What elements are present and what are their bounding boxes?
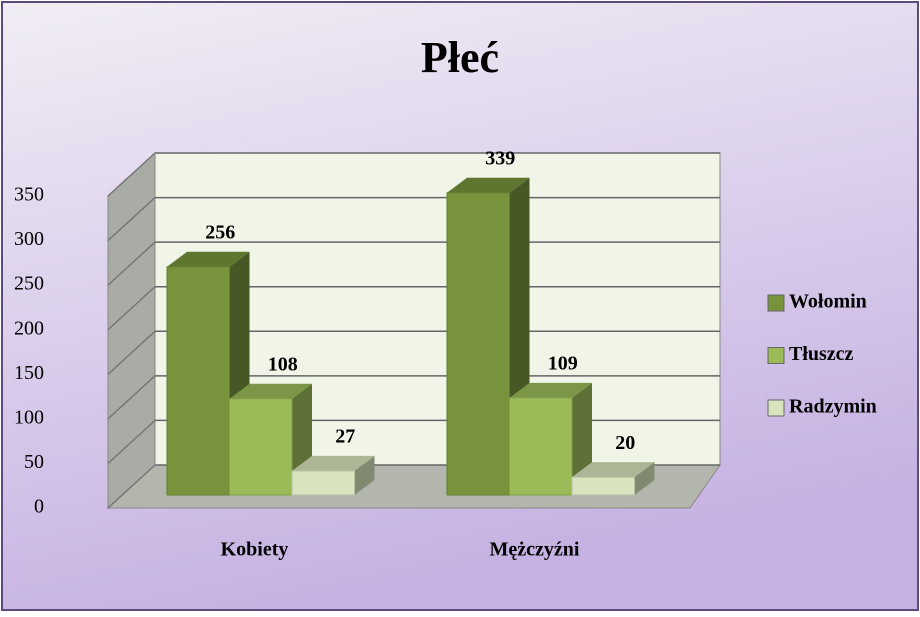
- grid-line-side: [107, 241, 156, 286]
- data-label: 108: [268, 353, 298, 375]
- y-tick-label: 350: [14, 184, 44, 206]
- legend-label: Tłuszcz: [789, 343, 854, 365]
- bar: [229, 398, 293, 496]
- bar: [166, 266, 230, 496]
- bar: [446, 192, 510, 496]
- grid-line-side: [107, 419, 156, 464]
- legend-swatch: [767, 399, 785, 417]
- grid-line-side: [107, 197, 156, 242]
- y-tick-label: 150: [14, 362, 44, 384]
- legend-label: Wołomin: [789, 291, 867, 313]
- grid-line-side: [107, 375, 156, 420]
- bar: [291, 470, 355, 496]
- y-tick-label: 0: [34, 496, 44, 518]
- data-label: 339: [485, 147, 515, 169]
- data-label: 109: [548, 352, 578, 374]
- bar-top: [167, 251, 250, 267]
- y-tick-label: 200: [14, 317, 44, 339]
- bar-side: [354, 455, 375, 495]
- y-tick-label: 250: [14, 273, 44, 295]
- bar-top: [229, 383, 312, 399]
- bar-top: [509, 382, 592, 398]
- grid-line-side: [107, 464, 156, 509]
- bar-top: [572, 462, 655, 478]
- x-tick-label: Kobiety: [221, 539, 289, 561]
- data-label: 256: [205, 221, 235, 243]
- y-tick-label: 50: [24, 451, 44, 473]
- bar: [509, 397, 573, 496]
- chart-title: Płeć: [421, 33, 499, 82]
- plot-area: 0 50 100 150 200 250 300 350 Kobiety 256 108 27 Mężc…: [14, 147, 721, 561]
- data-label: 27: [335, 426, 355, 448]
- grid-line-side: [107, 152, 156, 197]
- legend-swatch: [767, 347, 785, 364]
- bar-side: [634, 462, 655, 495]
- y-tick-label: 100: [14, 406, 44, 428]
- y-tick-label: 300: [14, 228, 44, 250]
- data-label: 20: [615, 432, 635, 454]
- bar-top: [292, 455, 375, 471]
- bar: [571, 476, 635, 496]
- side-wall: [107, 151, 156, 510]
- x-tick-label: Mężczyźni: [490, 539, 580, 561]
- bar-top: [447, 177, 530, 193]
- legend-swatch: [767, 294, 785, 312]
- legend-label: Radzymin: [789, 396, 877, 418]
- grid-line-side: [107, 330, 156, 375]
- grid-line-side: [107, 286, 156, 331]
